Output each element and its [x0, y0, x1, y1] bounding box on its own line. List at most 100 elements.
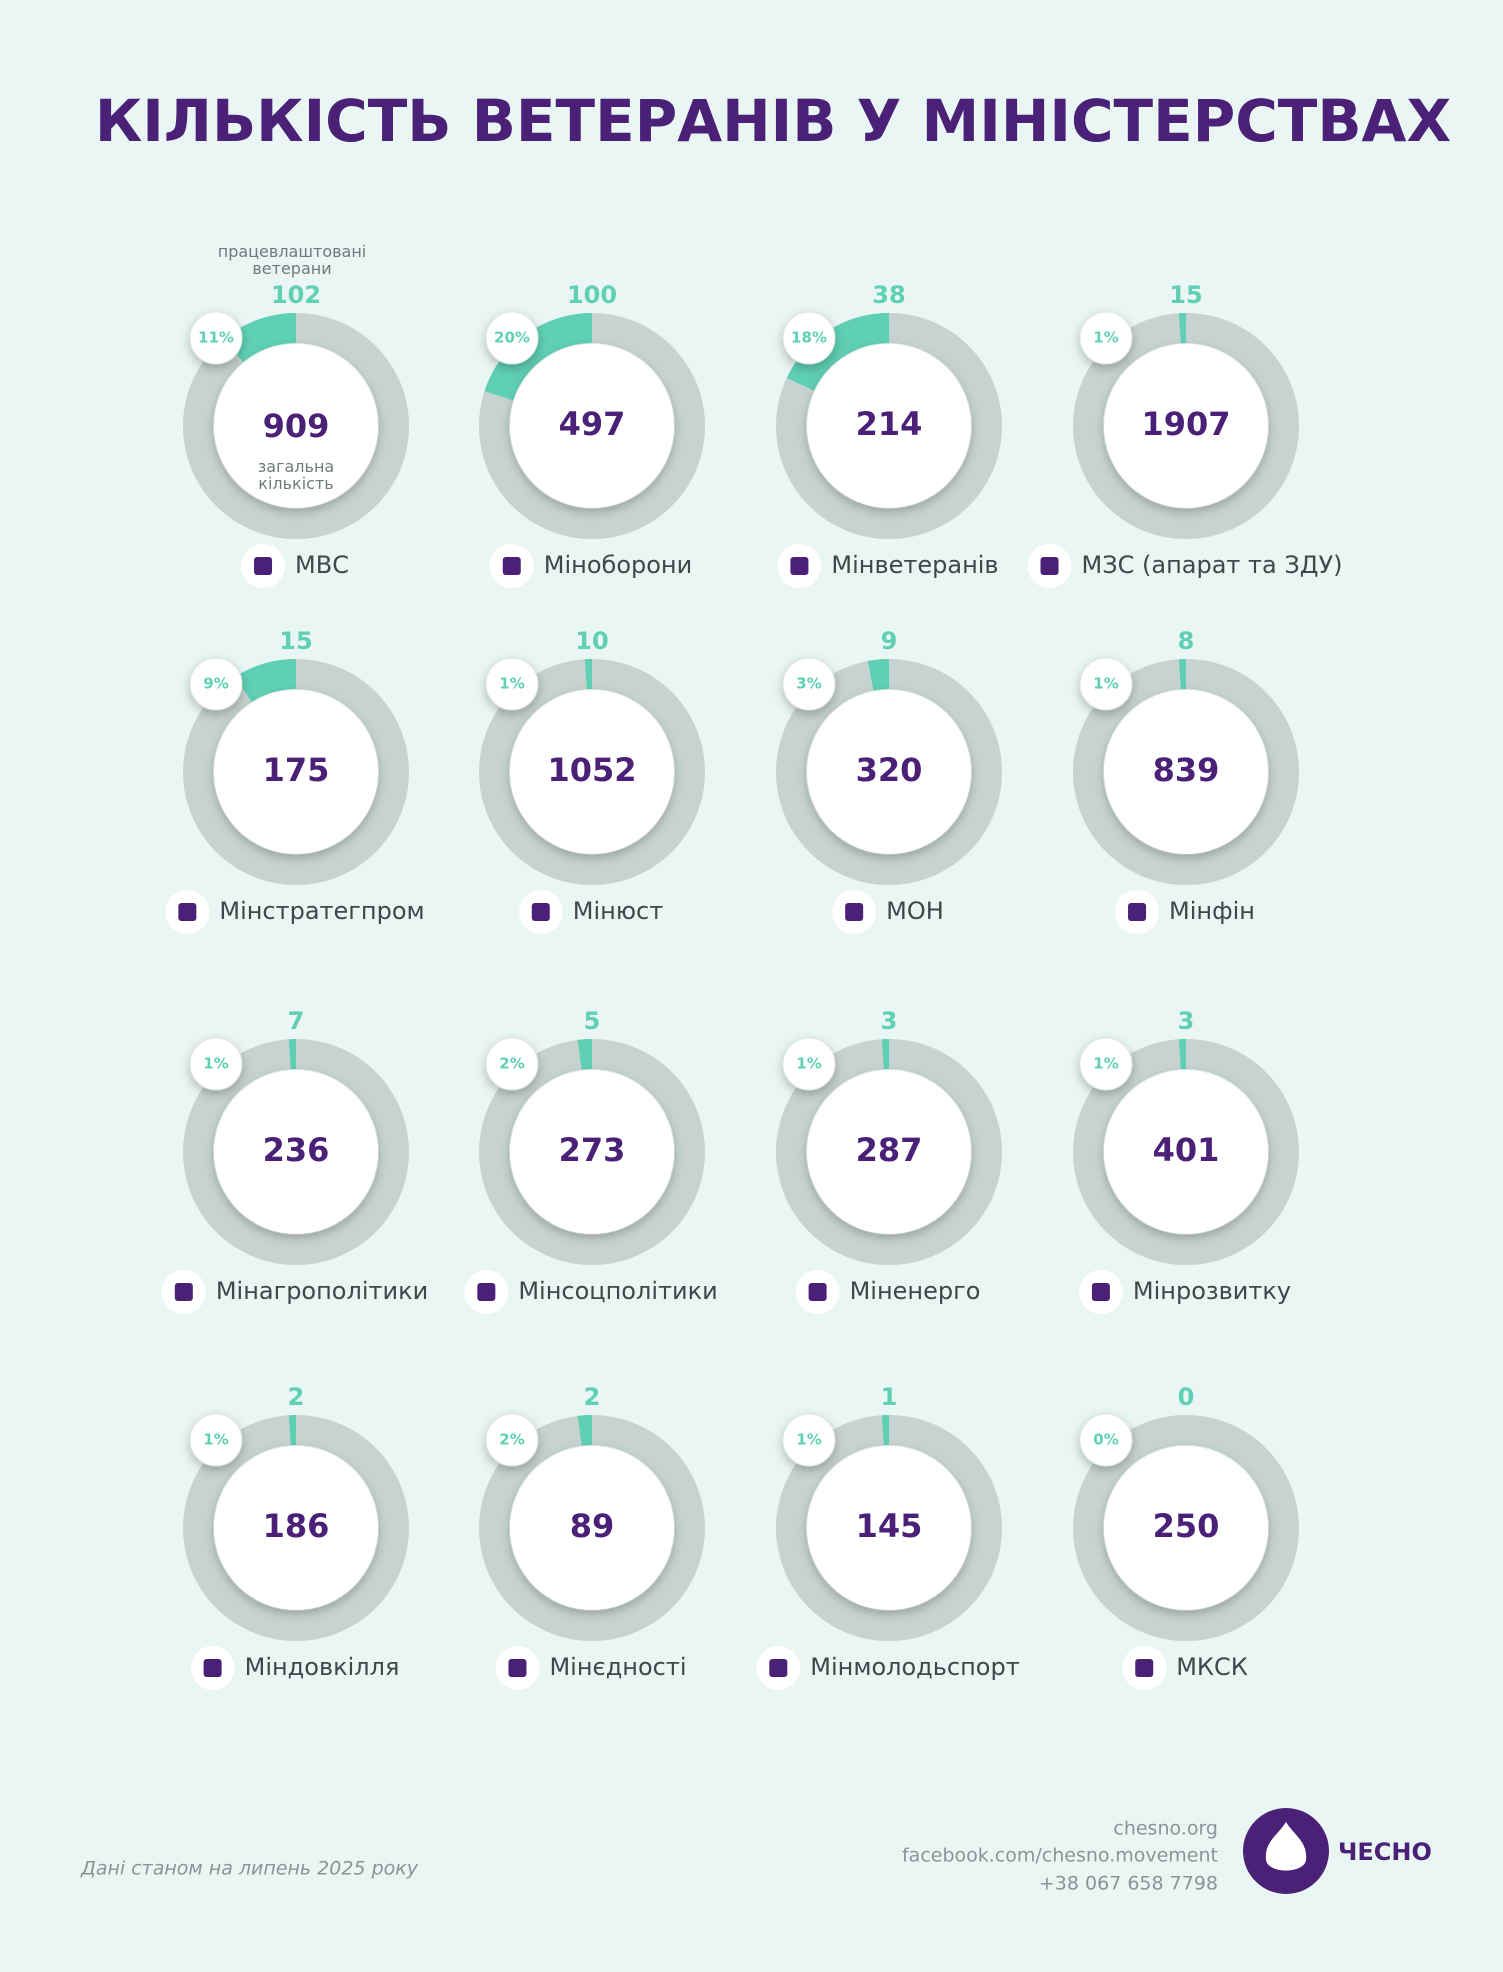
percent-label: 18%	[791, 329, 827, 347]
veterans: 9	[881, 627, 898, 655]
center-disc	[807, 344, 971, 508]
total: 320	[856, 751, 923, 789]
total: 1052	[547, 751, 636, 789]
ministry-name: Міноборони	[544, 551, 692, 579]
ministry-name: МЗС (апарат та ЗДУ)	[1082, 551, 1343, 579]
total: 287	[856, 1131, 923, 1169]
center-disc	[1104, 1446, 1268, 1610]
footer-phone: +38 067 658 7798	[1039, 1873, 1218, 1895]
center-disc	[510, 344, 674, 508]
percent-bubble	[1079, 657, 1133, 711]
center-disc	[510, 690, 674, 854]
percent-bubble	[189, 311, 243, 365]
arc	[867, 659, 890, 691]
center-disc	[214, 344, 378, 508]
percent-label: 2%	[499, 1055, 524, 1073]
veterans: 7	[288, 1007, 305, 1035]
percent-bubble	[1079, 311, 1133, 365]
center-disc	[510, 1070, 674, 1234]
arc	[577, 1038, 593, 1070]
center-disc	[510, 1446, 674, 1610]
center-disc	[1104, 1070, 1268, 1234]
percent-bubble	[485, 311, 539, 365]
percent-label: 9%	[203, 675, 228, 693]
percent-label: 1%	[796, 1431, 821, 1449]
annotation-total: загальна кількість	[257, 457, 335, 493]
icon	[531, 903, 550, 921]
ministry-name: Міндовкілля	[245, 1653, 400, 1681]
total: 909	[263, 407, 330, 445]
annotation-veterans: працевлаштовані ветерани	[217, 242, 367, 278]
ministry-name: Мінрозвитку	[1133, 1277, 1291, 1305]
total: 145	[856, 1507, 923, 1545]
veterans: 2	[584, 1383, 601, 1411]
ministry-name: Мінфін	[1169, 897, 1255, 925]
icon	[1128, 903, 1147, 921]
icon	[174, 1283, 193, 1301]
arc	[786, 313, 890, 392]
logo-garlic	[1265, 1822, 1307, 1871]
percent-bubble	[485, 1037, 539, 1091]
ministry-name: МОН	[886, 897, 944, 925]
icon	[1040, 557, 1059, 575]
veterans: 1	[881, 1383, 898, 1411]
ring	[1073, 1415, 1299, 1641]
icon	[1091, 1283, 1110, 1301]
percent-bubble	[485, 657, 539, 711]
veterans: 3	[881, 1007, 898, 1035]
percent-label: 1%	[1093, 675, 1118, 693]
total: 1907	[1141, 405, 1230, 443]
total: 839	[1153, 751, 1220, 789]
veterans: 15	[279, 627, 312, 655]
icon	[808, 1283, 827, 1301]
arc	[235, 659, 297, 703]
ministry-name: Мінмолодьспорт	[810, 1653, 1019, 1681]
veterans: 0	[1178, 1383, 1195, 1411]
total: 273	[559, 1131, 626, 1169]
percent-bubble	[782, 657, 836, 711]
icon	[203, 1659, 222, 1677]
ministry-name: Мінстратегпром	[219, 897, 424, 925]
total: 89	[570, 1507, 615, 1545]
total: 401	[1153, 1131, 1220, 1169]
percent-label: 1%	[203, 1055, 228, 1073]
percent-label: 1%	[499, 675, 524, 693]
veterans: 15	[1169, 281, 1202, 309]
footer-note: Дані станом на липень 2025 року	[80, 1858, 419, 1880]
percent-bubble	[782, 311, 836, 365]
percent-bubble	[189, 657, 243, 711]
ministry-name: Мінветеранів	[831, 551, 998, 579]
center-disc	[214, 690, 378, 854]
percent-bubble	[189, 1037, 243, 1091]
ministry-name: Мінсоцполітики	[518, 1277, 717, 1305]
veterans: 38	[872, 281, 905, 309]
center-disc	[807, 690, 971, 854]
ministry-name: Мінюст	[573, 897, 663, 925]
percent-label: 1%	[1093, 1055, 1118, 1073]
icon	[790, 557, 809, 575]
veterans: 2	[288, 1383, 305, 1411]
percent-label: 1%	[203, 1431, 228, 1449]
veterans: 3	[1178, 1007, 1195, 1035]
veterans: 5	[584, 1007, 601, 1035]
percent-label: 3%	[796, 675, 821, 693]
total: 236	[263, 1131, 330, 1169]
center-disc	[214, 1446, 378, 1610]
icon	[769, 1659, 788, 1677]
icon	[178, 903, 197, 921]
total: 186	[263, 1507, 330, 1545]
veterans: 8	[1178, 627, 1195, 655]
icon	[845, 903, 864, 921]
center-disc	[1104, 344, 1268, 508]
icon	[502, 557, 521, 575]
total: 214	[856, 405, 923, 443]
ministry-name: Міненерго	[850, 1277, 981, 1305]
percent-label: 20%	[494, 329, 530, 347]
veterans: 102	[271, 281, 321, 309]
percent-label: 0%	[1093, 1431, 1118, 1449]
icon	[508, 1659, 527, 1677]
percent-bubble	[485, 1413, 539, 1467]
percent-bubble	[782, 1413, 836, 1467]
